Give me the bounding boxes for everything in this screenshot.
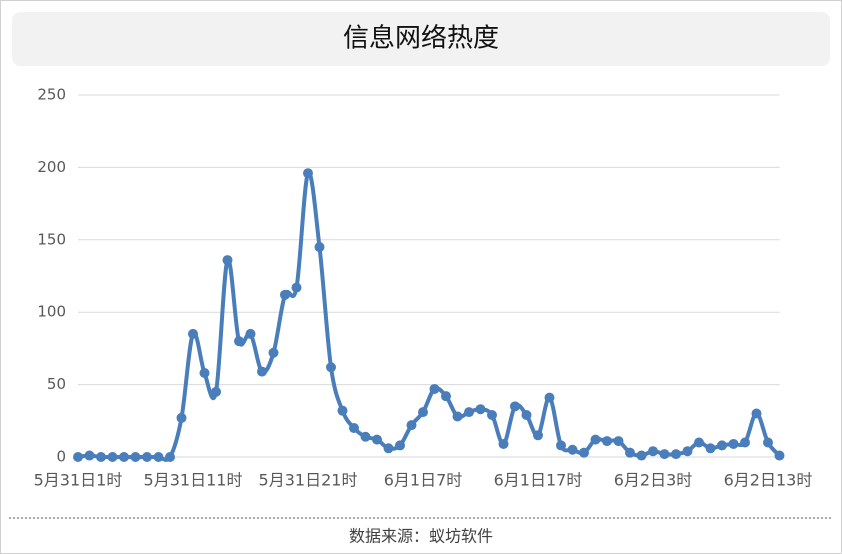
data-point	[199, 368, 210, 379]
data-point	[521, 410, 532, 421]
data-point	[234, 336, 244, 347]
data-point	[533, 430, 543, 441]
data-point	[544, 392, 555, 403]
data-point	[107, 452, 118, 462]
data-point	[245, 328, 256, 339]
data-point	[487, 410, 497, 421]
title-box	[12, 12, 830, 66]
data-point	[590, 434, 601, 445]
x-tick-label: 6月2日13时	[724, 471, 813, 490]
data-point	[257, 366, 267, 377]
data-point	[130, 452, 141, 462]
data-point	[498, 438, 509, 449]
data-point	[441, 391, 451, 402]
data-point	[418, 407, 428, 418]
data-point	[567, 444, 578, 455]
data-point	[96, 452, 106, 462]
data-point	[648, 446, 658, 457]
data-point	[326, 362, 336, 373]
data-point	[211, 386, 221, 397]
y-tick-label: 150	[37, 230, 66, 248]
data-point	[728, 438, 739, 449]
x-tick-label: 6月1日17时	[494, 471, 583, 490]
data-point	[464, 407, 474, 418]
data-point	[751, 408, 762, 419]
x-tick-label: 5月31日1时	[34, 471, 123, 490]
data-point	[314, 242, 325, 253]
y-tick-label: 50	[47, 375, 66, 393]
data-point	[452, 411, 463, 422]
x-tick-label: 6月1日7时	[384, 471, 463, 490]
y-tick-label: 200	[37, 158, 66, 176]
data-point	[636, 450, 647, 461]
data-point	[349, 423, 359, 434]
data-point	[176, 412, 187, 423]
data-point	[222, 255, 233, 266]
data-point	[613, 436, 624, 447]
data-point	[372, 434, 382, 445]
data-point	[268, 347, 279, 358]
y-tick-label: 100	[37, 303, 66, 321]
data-point	[659, 449, 670, 460]
x-tick-label: 5月31日21时	[259, 471, 358, 490]
x-tick-label: 5月31日11时	[144, 471, 243, 490]
chart-title: 信息网络热度	[343, 24, 499, 54]
data-point	[280, 289, 290, 300]
data-point	[165, 452, 175, 462]
data-point	[188, 328, 198, 339]
data-point	[429, 383, 440, 394]
data-point	[671, 449, 681, 460]
source-note: 数据来源：蚁坊软件	[349, 527, 493, 546]
data-point	[475, 404, 486, 415]
data-point	[694, 437, 704, 448]
data-point	[73, 452, 83, 462]
data-point	[740, 437, 750, 448]
data-point	[337, 405, 348, 416]
data-point	[119, 452, 129, 462]
data-point	[556, 440, 566, 451]
data-point	[625, 447, 635, 458]
data-point	[682, 446, 693, 457]
data-point	[717, 440, 727, 451]
data-point	[291, 282, 302, 293]
y-tick-label: 0	[56, 448, 66, 466]
data-point	[303, 168, 313, 179]
data-point	[510, 401, 520, 412]
y-tick-label: 250	[37, 86, 66, 104]
data-point	[763, 437, 773, 448]
data-point	[383, 443, 394, 454]
data-point	[774, 450, 785, 461]
data-point	[395, 440, 405, 451]
data-point	[705, 443, 716, 454]
data-point	[84, 450, 95, 461]
x-tick-label: 6月2日3时	[614, 471, 693, 490]
data-point	[406, 420, 417, 431]
data-point	[602, 436, 612, 447]
data-point	[142, 452, 152, 462]
data-point	[360, 431, 371, 442]
data-point	[153, 452, 164, 462]
data-point	[579, 447, 589, 458]
